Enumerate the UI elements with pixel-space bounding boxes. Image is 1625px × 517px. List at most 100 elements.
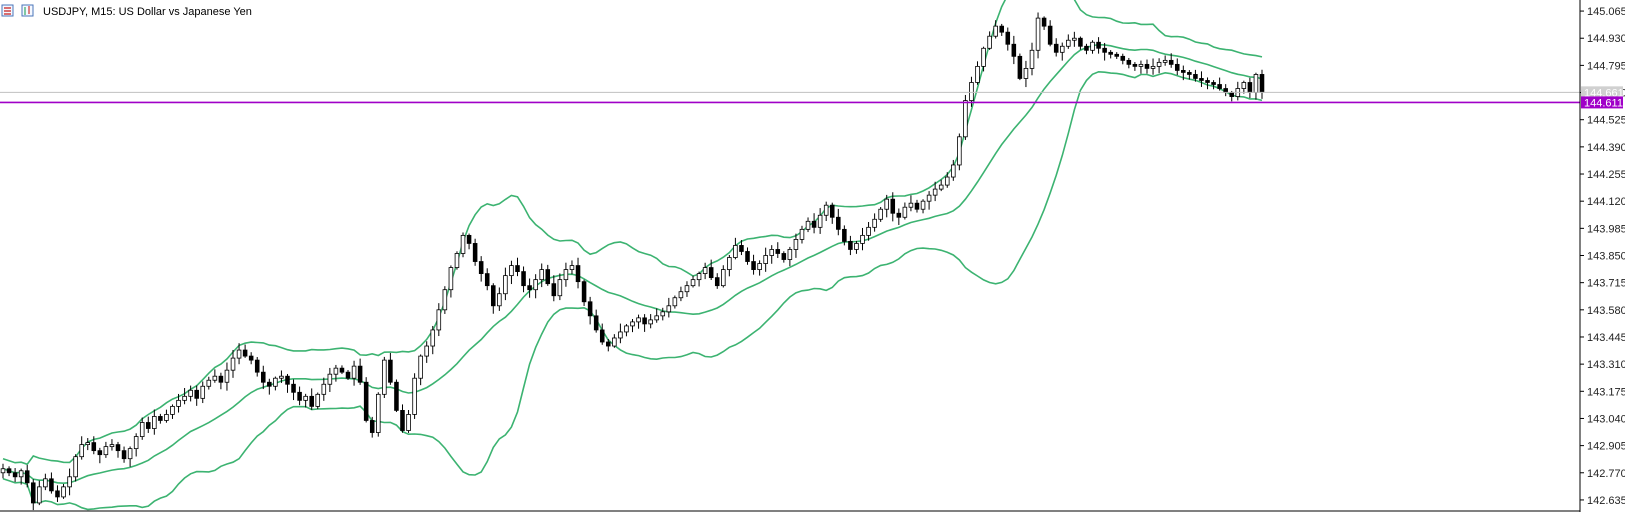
candle[interactable]: [491, 283, 496, 314]
candle[interactable]: [860, 227, 865, 251]
candle[interactable]: [684, 281, 690, 297]
candle[interactable]: [412, 373, 417, 419]
candle[interactable]: [678, 286, 684, 302]
candle[interactable]: [200, 381, 206, 404]
candle[interactable]: [817, 208, 823, 234]
candle[interactable]: [1084, 43, 1089, 55]
candle[interactable]: [1011, 35, 1017, 65]
candle[interactable]: [599, 323, 605, 345]
candle[interactable]: [254, 356, 260, 377]
candle[interactable]: [1029, 42, 1035, 76]
candle[interactable]: [545, 264, 551, 286]
candle[interactable]: [660, 307, 666, 321]
candle[interactable]: [424, 341, 429, 363]
candle[interactable]: [799, 225, 805, 244]
candle[interactable]: [79, 436, 84, 460]
candle[interactable]: [1072, 31, 1077, 47]
candle[interactable]: [133, 433, 139, 457]
candle[interactable]: [376, 392, 381, 437]
candle[interactable]: [938, 179, 944, 192]
candle[interactable]: [73, 454, 78, 482]
candle[interactable]: [1114, 52, 1120, 59]
candle[interactable]: [575, 257, 581, 289]
candle[interactable]: [303, 393, 308, 408]
candle[interactable]: [1041, 16, 1047, 30]
candle[interactable]: [618, 323, 623, 344]
candle[interactable]: [727, 255, 732, 277]
candle[interactable]: [672, 295, 678, 309]
candle[interactable]: [1217, 77, 1222, 91]
candle[interactable]: [533, 274, 538, 299]
candle[interactable]: [400, 404, 405, 433]
candle[interactable]: [666, 297, 672, 318]
candle[interactable]: [606, 338, 611, 352]
candle[interactable]: [951, 159, 956, 181]
candle[interactable]: [236, 343, 242, 365]
candle[interactable]: [890, 192, 896, 222]
candle[interactable]: [206, 376, 212, 390]
candle[interactable]: [267, 378, 272, 395]
candle[interactable]: [394, 379, 399, 413]
candle[interactable]: [914, 199, 920, 213]
candle[interactable]: [1156, 58, 1162, 74]
candle[interactable]: [145, 416, 151, 433]
candle[interactable]: [1120, 53, 1126, 65]
candle[interactable]: [37, 480, 42, 506]
candle[interactable]: [793, 233, 799, 258]
candle[interactable]: [757, 260, 762, 276]
price-axis[interactable]: 145.065144.930144.795144.660144.525144.3…: [1580, 6, 1625, 507]
candle[interactable]: [85, 438, 91, 451]
candle[interactable]: [690, 275, 696, 288]
candle[interactable]: [170, 404, 175, 419]
candle[interactable]: [55, 485, 60, 502]
candle[interactable]: [418, 354, 423, 386]
candle[interactable]: [745, 247, 750, 265]
candle[interactable]: [279, 370, 284, 383]
candle[interactable]: [866, 222, 871, 241]
candle[interactable]: [708, 259, 714, 280]
candle[interactable]: [224, 362, 230, 391]
candle[interactable]: [1035, 12, 1041, 59]
candle[interactable]: [1090, 40, 1095, 54]
candle[interactable]: [158, 413, 163, 424]
candle[interactable]: [521, 266, 526, 293]
candle[interactable]: [139, 417, 145, 440]
candle[interactable]: [1187, 70, 1192, 80]
candle[interactable]: [981, 46, 986, 72]
candle[interactable]: [781, 251, 787, 263]
candle[interactable]: [1199, 71, 1204, 87]
candle[interactable]: [1023, 60, 1029, 88]
candle[interactable]: [551, 275, 557, 302]
candle[interactable]: [297, 386, 302, 406]
candle[interactable]: [363, 377, 369, 423]
candle[interactable]: [739, 240, 744, 256]
candle[interactable]: [218, 372, 224, 390]
candle[interactable]: [91, 436, 97, 455]
candle[interactable]: [248, 352, 254, 365]
candle[interactable]: [957, 133, 962, 171]
candle[interactable]: [1005, 27, 1011, 51]
candle[interactable]: [539, 263, 544, 288]
candle[interactable]: [321, 377, 327, 401]
candle[interactable]: [648, 314, 653, 329]
candle[interactable]: [926, 191, 932, 210]
candle[interactable]: [612, 334, 617, 348]
candle[interactable]: [563, 262, 569, 287]
candle[interactable]: [121, 446, 127, 463]
candle[interactable]: [1211, 80, 1216, 90]
candle[interactable]: [805, 217, 811, 233]
candle[interactable]: [569, 260, 575, 275]
candle[interactable]: [315, 392, 321, 410]
candle[interactable]: [1017, 53, 1023, 81]
candle[interactable]: [97, 447, 103, 464]
candle[interactable]: [509, 260, 514, 285]
candle[interactable]: [587, 296, 593, 325]
candle[interactable]: [478, 256, 484, 282]
candle[interactable]: [242, 344, 248, 358]
candle[interactable]: [702, 262, 708, 280]
candle[interactable]: [515, 257, 520, 277]
candle[interactable]: [351, 360, 357, 386]
candle[interactable]: [721, 265, 726, 288]
candle[interactable]: [1126, 57, 1132, 69]
